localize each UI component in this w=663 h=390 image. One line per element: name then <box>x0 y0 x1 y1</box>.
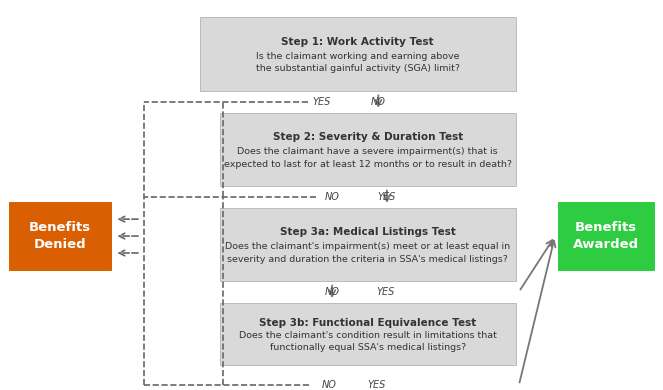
Text: Benefits
Denied: Benefits Denied <box>29 221 91 251</box>
FancyBboxPatch shape <box>558 202 654 270</box>
Text: Step 3b: Functional Equivalence Test: Step 3b: Functional Equivalence Test <box>259 318 476 328</box>
Text: Does the claimant's impairment(s) meet or at least equal in
severity and duratio: Does the claimant's impairment(s) meet o… <box>225 243 511 264</box>
Text: YES: YES <box>312 97 331 106</box>
Text: Step 1: Work Activity Test: Step 1: Work Activity Test <box>282 37 434 46</box>
Text: Does the claimant's condition result in limitations that
functionally equal SSA': Does the claimant's condition result in … <box>239 331 497 352</box>
Text: Is the claimant working and earning above
the substantial gainful activity (SGA): Is the claimant working and earning abov… <box>256 52 460 73</box>
Text: NO: NO <box>371 97 386 106</box>
Text: Does the claimant have a severe impairment(s) that is
expected to last for at le: Does the claimant have a severe impairme… <box>223 147 512 168</box>
Text: Step 3a: Medical Listings Test: Step 3a: Medical Listings Test <box>280 227 455 237</box>
FancyBboxPatch shape <box>219 208 516 281</box>
Text: YES: YES <box>378 192 396 202</box>
FancyBboxPatch shape <box>9 202 111 270</box>
Text: NO: NO <box>325 287 339 297</box>
FancyBboxPatch shape <box>219 113 516 186</box>
Text: YES: YES <box>376 287 394 297</box>
Text: NO: NO <box>325 192 339 202</box>
Text: NO: NO <box>322 380 337 390</box>
Text: Step 2: Severity & Duration Test: Step 2: Severity & Duration Test <box>272 132 463 142</box>
FancyBboxPatch shape <box>200 18 516 90</box>
Text: Benefits
Awarded: Benefits Awarded <box>573 221 639 251</box>
FancyBboxPatch shape <box>219 303 516 365</box>
Text: YES: YES <box>367 380 386 390</box>
